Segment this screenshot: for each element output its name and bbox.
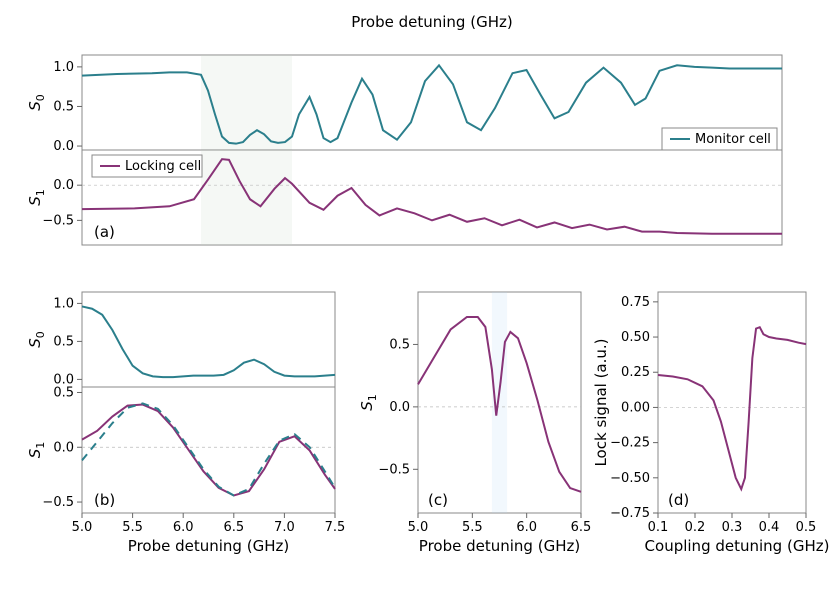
b-xlabel: Probe detuning (GHz) [128, 537, 289, 555]
top-s0-yticklabel: 1.0 [53, 60, 74, 75]
top-s1-highlight [201, 150, 292, 245]
d-yticklabel: 0.00 [621, 400, 650, 415]
d-xticklabel: 0.2 [685, 520, 706, 535]
d-yticklabel: −0.25 [610, 436, 650, 451]
figure: 0.0 0.5 1.0 Probe detuning (GHz) S0 Monitor c… [0, 0, 831, 589]
b-s1-xticklabel: 6.5 [223, 520, 244, 535]
top-s0-yticklabel: 0.0 [53, 139, 74, 154]
top-xlabel: Probe detuning (GHz) [351, 13, 512, 31]
b-s1-ylabel: S1 [26, 442, 47, 459]
b-s0-frame [82, 292, 335, 387]
d-xlabel: Coupling detuning (GHz) [645, 537, 830, 555]
top-s1-yticklabel: 0.0 [53, 178, 74, 193]
c-ylabel: S1 [358, 394, 379, 411]
d-frame [658, 292, 806, 513]
d-ylabel: Lock signal (a.u.) [592, 338, 610, 466]
c-xticklabel: 5.0 [408, 520, 429, 535]
top-s0-highlight [201, 55, 292, 150]
b-s1-xticklabel: 7.5 [325, 520, 346, 535]
panel-label-c: (c) [428, 491, 448, 509]
panel-label-b: (b) [94, 491, 115, 509]
c-xticklabel: 6.0 [516, 520, 537, 535]
b-s1-yticklabel: 0.0 [53, 440, 74, 455]
figure-svg: 0.0 0.5 1.0 Probe detuning (GHz) S0 Monitor c… [0, 0, 831, 589]
b-s1-xticklabel: 7.0 [274, 520, 295, 535]
d-curve [658, 327, 806, 489]
c-yticklabel: −0.5 [378, 462, 410, 477]
b-s1-fit-curve [82, 403, 335, 495]
d-yticklabel: −0.50 [610, 471, 650, 486]
b-s1-frame [82, 387, 335, 513]
panel-label-a: (a) [94, 223, 115, 241]
b-s1-xticklabel: 5.5 [122, 520, 143, 535]
c-xlabel: Probe detuning (GHz) [419, 537, 580, 555]
top-s0-ylabel: S0 [26, 94, 47, 111]
b-s0-yticklabel: 1.0 [53, 296, 74, 311]
d-yticklabel: 0.50 [621, 330, 650, 345]
b-s1-xticklabel: 5.0 [72, 520, 93, 535]
d-yticklabel: −0.75 [610, 506, 650, 521]
d-xticklabel: 0.3 [722, 520, 743, 535]
d-yticklabel: 0.25 [621, 365, 650, 380]
legend-monitor-label: Monitor cell [695, 132, 771, 147]
d-yticklabel: 0.75 [621, 295, 650, 310]
d-xticklabel: 0.4 [759, 520, 780, 535]
b-s1-yticklabel: −0.5 [42, 495, 74, 510]
b-s1-yticklabel: 0.5 [53, 385, 74, 400]
panel-label-d: (d) [668, 491, 689, 509]
top-s1-ylabel: S1 [26, 189, 47, 206]
c-xticklabel: 5.5 [462, 520, 483, 535]
b-s1-curve [82, 405, 335, 496]
b-s0-curve [82, 306, 335, 377]
b-s0-yticklabel: 0.5 [53, 334, 74, 349]
c-yticklabel: 0.5 [389, 337, 410, 352]
legend-locking-label: Locking cell [125, 159, 201, 174]
c-yticklabel: 0.0 [389, 400, 410, 415]
top-s1-yticklabel: −0.5 [42, 213, 74, 228]
b-s0-ylabel: S0 [26, 331, 47, 348]
c-xticklabel: 6.5 [571, 520, 592, 535]
d-xticklabel: 0.1 [648, 520, 669, 535]
b-s1-xticklabel: 6.0 [173, 520, 194, 535]
top-s0-yticklabel: 0.5 [53, 99, 74, 114]
d-xticklabel: 0.5 [796, 520, 817, 535]
